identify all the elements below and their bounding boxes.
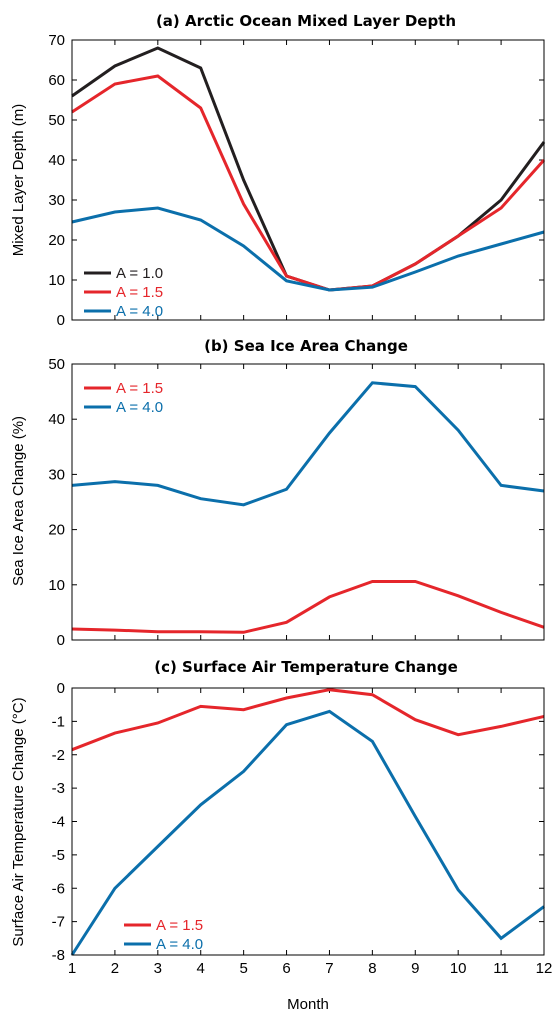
tick-layer: -8-7-6-5-4-3-2-101 2 3 4 5 6 7 8 9 10 11 12: [52, 680, 553, 977]
y-tick-label: 50: [48, 356, 65, 373]
y-axis-label: Surface Air Temperature Change (°C): [10, 697, 27, 946]
y-tick-label: 0: [57, 680, 65, 697]
y-tick-label: -4: [52, 814, 65, 831]
y-tick-label: 20: [48, 522, 65, 539]
y-tick-label: 30: [48, 466, 65, 483]
y-tick-label: -3: [52, 780, 65, 797]
series-line-15: [71, 580, 545, 634]
panel-mixed-layer-depth: (a) Arctic Ocean Mixed Layer Depth Mixed…: [10, 12, 546, 329]
series-layer: [71, 46, 546, 292]
legend-label: A = 1.5: [116, 284, 163, 301]
legend: A = 1.5 A = 4.0: [84, 380, 163, 416]
y-tick-label: 60: [48, 72, 65, 89]
x-tick-label: 4: [197, 960, 205, 977]
legend-label: A = 4.0: [116, 399, 163, 416]
x-axis-label: Month: [287, 996, 329, 1013]
y-tick-label: 10: [48, 272, 65, 289]
y-tick-label: -2: [52, 747, 65, 764]
x-tick-label: 12: [536, 960, 553, 977]
plot-frame: [71, 39, 545, 321]
tick-layer: 0 10 20 30 40 50 60 70: [48, 32, 545, 329]
y-tick-label: 0: [57, 632, 65, 649]
series-line-15: [71, 688, 545, 752]
y-tick-label: 0: [57, 312, 65, 329]
y-tick-label: -1: [52, 713, 65, 730]
y-tick-label: 40: [48, 152, 65, 169]
y-tick-label: 50: [48, 112, 65, 129]
legend: A = 1.0 A = 1.5 A = 4.0: [84, 265, 163, 320]
x-tick-label: 10: [450, 960, 467, 977]
plot-frame: [71, 687, 545, 956]
x-tick-label: 2: [111, 960, 119, 977]
panel-title: (a) Arctic Ocean Mixed Layer Depth: [156, 12, 456, 30]
series-line-40: [71, 206, 545, 292]
legend-label: A = 4.0: [116, 303, 163, 320]
y-tick-label: -7: [52, 914, 65, 931]
legend-label: A = 4.0: [156, 936, 203, 953]
panel-sea-ice-area-change: (b) Sea Ice Area Change Sea Ice Area Cha…: [10, 337, 545, 649]
x-tick-label: 9: [411, 960, 419, 977]
x-tick-label: 6: [282, 960, 290, 977]
series-line-10: [71, 46, 546, 292]
plot-frame: [71, 363, 545, 641]
legend-label: A = 1.5: [156, 917, 203, 934]
x-tick-label: 5: [239, 960, 247, 977]
legend-label: A = 1.0: [116, 265, 163, 282]
y-axis-label: Mixed Layer Depth (m): [10, 104, 27, 257]
x-tick-label: 1: [68, 960, 76, 977]
legend: A = 1.5 A = 4.0: [124, 917, 203, 953]
panel-surface-air-temperature-change: (c) Surface Air Temperature Change Surfa…: [10, 658, 552, 977]
panel-title: (c) Surface Air Temperature Change: [154, 658, 458, 676]
y-tick-label: 20: [48, 232, 65, 249]
x-tick-label: 8: [368, 960, 376, 977]
panel-title: (b) Sea Ice Area Change: [204, 337, 408, 355]
y-tick-label: 40: [48, 411, 65, 428]
series-line-40: [71, 381, 545, 507]
y-tick-label: 30: [48, 192, 65, 209]
x-tick-label: 3: [154, 960, 162, 977]
series-line-40: [70, 709, 545, 956]
y-tick-label: -5: [52, 847, 65, 864]
x-tick-label: 7: [325, 960, 333, 977]
y-axis-label: Sea Ice Area Change (%): [10, 416, 27, 586]
y-tick-label: -8: [52, 947, 65, 964]
x-tick-label: 11: [493, 960, 509, 977]
y-tick-label: 10: [48, 577, 65, 594]
series-layer: [71, 381, 545, 634]
legend-label: A = 1.5: [116, 380, 163, 397]
y-tick-label: -6: [52, 880, 65, 897]
series-layer: [70, 688, 545, 956]
series-line-15: [71, 74, 546, 292]
y-tick-label: 70: [48, 32, 65, 49]
